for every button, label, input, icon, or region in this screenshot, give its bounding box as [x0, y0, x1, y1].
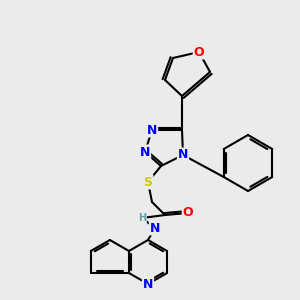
Text: O: O: [183, 206, 193, 220]
Text: O: O: [194, 46, 204, 59]
Text: N: N: [150, 221, 160, 235]
Text: S: S: [143, 176, 152, 188]
Text: H: H: [138, 213, 146, 223]
Text: N: N: [143, 278, 153, 290]
Text: N: N: [178, 148, 188, 161]
Text: N: N: [140, 146, 150, 158]
Text: N: N: [147, 124, 157, 136]
